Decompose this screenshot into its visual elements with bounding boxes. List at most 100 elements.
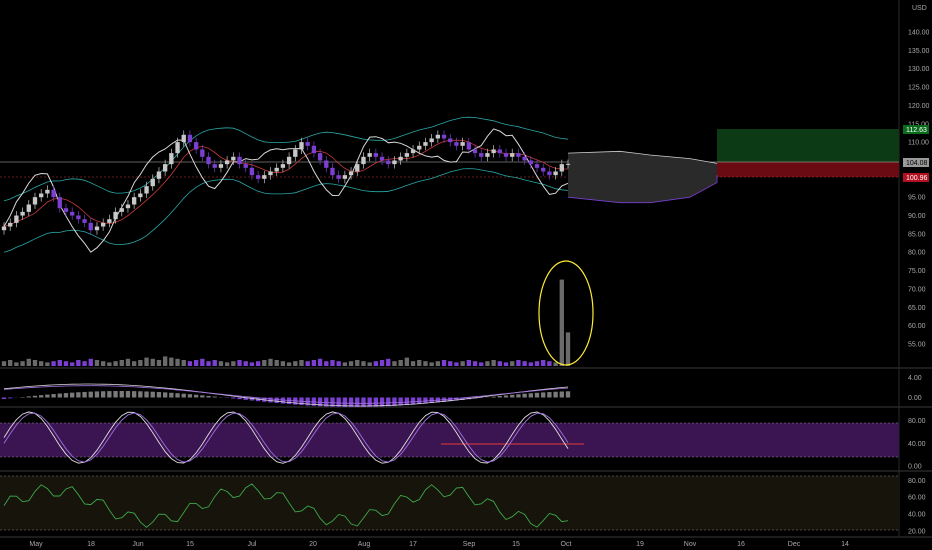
candle-body: [94, 226, 100, 231]
cloud-edge-lower: [567, 175, 718, 204]
volume-bar: [100, 361, 106, 366]
volume-bar: [231, 361, 236, 366]
macd-histogram-bar: [100, 391, 106, 398]
time-tick-label: Jun: [132, 541, 143, 548]
time-tick-label: Sep: [463, 541, 476, 548]
candle-body: [404, 153, 410, 157]
time-axis[interactable]: May 18 Jun 15 Jul 20 Aug 17 Sep 15 Oct 19 Nov 16 Dec 14: [29, 541, 849, 548]
volume-bar: [367, 362, 372, 366]
price-tick-label: 125.00: [908, 85, 930, 92]
volume-bar: [417, 360, 422, 366]
candle-body: [39, 193, 44, 198]
candle-body: [181, 134, 186, 143]
volume-bar: [528, 362, 533, 366]
volume-bar: [379, 360, 385, 366]
candle-body: [88, 222, 93, 231]
volume-bar: [107, 362, 112, 366]
macd-histogram-bar: [330, 397, 335, 407]
volume-bar: [94, 360, 100, 366]
volume-spike-annotation: [538, 260, 594, 366]
candle-body: [553, 171, 558, 176]
volume-bar: [39, 361, 44, 366]
macd-histogram-bar: [57, 393, 62, 398]
macd-histogram-bar: [39, 395, 44, 398]
price-tick-label: 95.00: [908, 195, 926, 202]
candle-body: [82, 219, 87, 223]
macd-histogram-bar: [187, 394, 193, 398]
candle-body: [100, 222, 106, 227]
stop-tag: [903, 173, 929, 182]
volume-bar: [460, 361, 465, 366]
macd-histogram-bar: [45, 394, 50, 398]
volume-bar: [448, 361, 453, 366]
candle-body: [348, 171, 354, 176]
macd-histogram-bar: [379, 397, 385, 407]
rsi-pane[interactable]: [0, 475, 899, 531]
candle-body: [460, 142, 465, 146]
macd-histogram-bar: [386, 397, 391, 407]
candle-body: [392, 160, 397, 165]
candle-body: [119, 208, 124, 212]
macd-histogram-bar: [355, 397, 360, 407]
volume-bar: [330, 360, 335, 366]
macd-axis[interactable]: 4.00 0.00: [908, 375, 922, 402]
rsi-axis[interactable]: 80.00 60.00 40.00 20.00: [908, 478, 926, 535]
candle-body: [559, 164, 564, 172]
price-tick-label: 115.00: [908, 121, 929, 128]
volume-bar: [181, 360, 186, 366]
rsi-tick-label: 20.00: [908, 528, 926, 535]
candle-body: [63, 208, 69, 212]
volume-bar: [76, 360, 81, 366]
price-tick-label: 140.00: [908, 30, 930, 37]
volume-bars: [1, 279, 571, 366]
price-tick-label: 75.00: [908, 268, 926, 275]
volume-bar: [268, 358, 273, 366]
macd-histogram-bar: [417, 397, 422, 405]
macd-signal-line: [3, 385, 569, 404]
candle-body: [503, 153, 509, 157]
candle-body: [541, 167, 546, 172]
macd-histogram-bar: [193, 394, 199, 398]
time-tick-label: 14: [841, 541, 849, 548]
macd-pane[interactable]: [1, 383, 571, 407]
volume-bar: [162, 356, 168, 366]
candle-body: [522, 156, 527, 161]
macd-histogram-bar: [212, 396, 217, 398]
candle-body: [8, 222, 13, 227]
loss-zone: [717, 162, 899, 177]
candle-body: [224, 160, 230, 165]
macd-histogram-bar: [410, 397, 416, 405]
candle-body: [51, 189, 56, 198]
macd-histogram-bar: [88, 391, 93, 398]
candle-body: [162, 164, 168, 172]
conversion-line: [3, 128, 569, 253]
volume-bar: [553, 362, 558, 366]
macd-histogram-bar: [8, 397, 13, 399]
candle-body: [317, 153, 323, 161]
volume-bar: [169, 357, 174, 366]
stoch-axis[interactable]: 80.00 40.00 0.00: [908, 418, 926, 471]
macd-histogram-bar: [398, 397, 403, 406]
svg-text:112.63: 112.63: [906, 127, 927, 134]
volume-bar: [218, 361, 224, 366]
stochastic-pane[interactable]: [0, 411, 899, 464]
candle-body: [497, 149, 502, 154]
macd-line: [3, 383, 569, 407]
price-pane[interactable]: [0, 116, 899, 366]
volume-bar: [82, 361, 87, 366]
volume-bar: [156, 360, 162, 366]
stoch-tick-label: 40.00: [908, 441, 926, 448]
volume-bar: [429, 362, 434, 366]
candle-body: [528, 160, 533, 165]
macd-histogram-bar: [454, 397, 459, 401]
volume-bar: [336, 361, 341, 366]
candle-body: [367, 153, 372, 157]
stoch-tick-label: 80.00: [908, 418, 926, 425]
candle-body: [70, 211, 75, 216]
macd-histogram-bar: [541, 392, 546, 398]
candle-body: [113, 211, 118, 220]
macd-histogram-bar: [497, 396, 502, 398]
macd-histogram-bar: [119, 391, 124, 398]
candle-body: [138, 193, 143, 198]
